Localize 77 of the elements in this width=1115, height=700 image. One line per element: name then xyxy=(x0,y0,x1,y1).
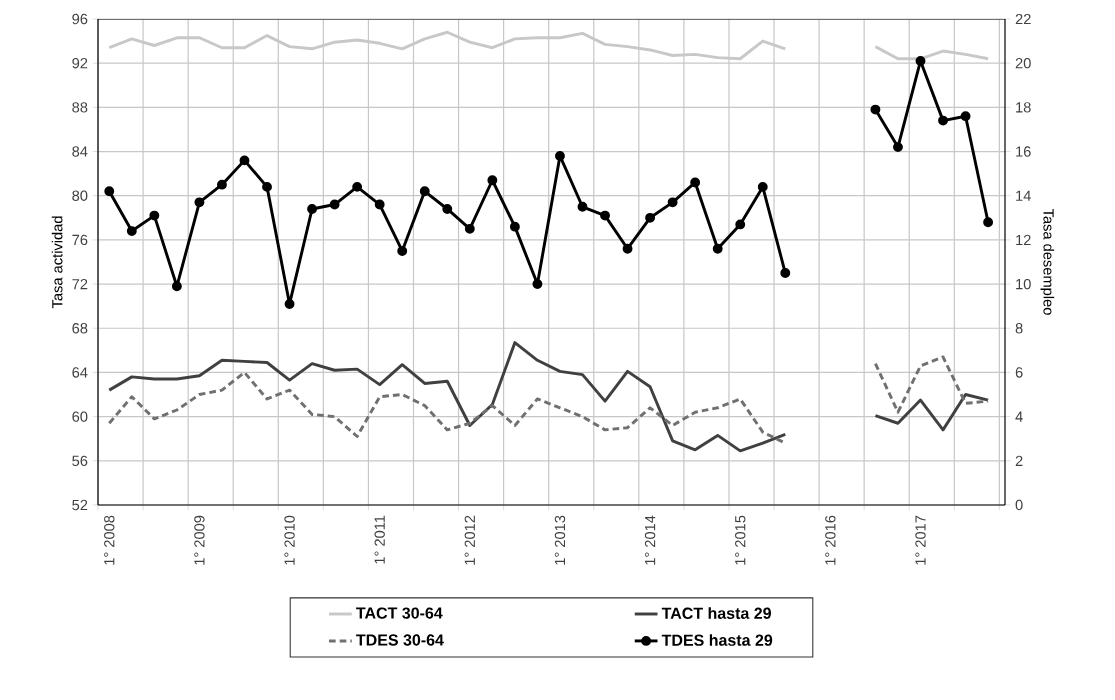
y2-tick-label: 0 xyxy=(1015,499,1023,511)
point xyxy=(374,199,385,210)
point xyxy=(983,217,994,228)
x-tick-label: 1° 2010 xyxy=(284,515,295,565)
x-tick-label: 1° 2013 xyxy=(554,515,566,565)
y2-axis-title: Tasa desempleo xyxy=(1040,208,1055,315)
legend-label: TDES 30-64 xyxy=(356,634,444,646)
y2-tick-label: 14 xyxy=(1016,190,1031,201)
point xyxy=(938,115,948,126)
y2-tick-label: 8 xyxy=(1015,323,1023,334)
point xyxy=(352,181,363,192)
y2-tick-label: 2 xyxy=(1015,455,1023,466)
x-tick-label: 1° 2009 xyxy=(194,515,205,565)
y-tick-label: 88 xyxy=(72,102,88,113)
point xyxy=(915,56,926,66)
point xyxy=(104,186,115,197)
point xyxy=(893,142,903,153)
y2-tick-label: 10 xyxy=(1016,278,1031,290)
y-tick-label: 68 xyxy=(72,323,88,334)
y-axis-title: Tasa actividad xyxy=(51,216,63,309)
y2-tick-label: 22 xyxy=(1015,13,1031,25)
y-tick-label: 80 xyxy=(72,190,88,201)
point xyxy=(960,111,971,122)
y-tick-label: 84 xyxy=(72,146,88,157)
y2-tick-label: 6 xyxy=(1015,367,1023,378)
point xyxy=(509,221,520,232)
x-tick-label: 1° 2016 xyxy=(825,515,836,565)
point xyxy=(419,186,430,197)
x-tick-label: 1° 2015 xyxy=(735,515,746,565)
y2-tick-label: 4 xyxy=(1015,411,1023,422)
y-tick-label: 76 xyxy=(72,234,88,246)
point xyxy=(532,279,543,290)
point xyxy=(870,104,881,115)
point xyxy=(262,181,272,192)
legend-label: TACT 30-64 xyxy=(356,607,443,619)
point xyxy=(690,177,701,188)
point xyxy=(217,179,227,190)
x-tick-label: 1° 2014 xyxy=(644,515,656,565)
point xyxy=(577,201,588,212)
x-tick-label: 1° 2008 xyxy=(104,515,115,565)
point xyxy=(149,210,160,221)
y-tick-label: 52 xyxy=(72,499,88,511)
point xyxy=(442,204,453,214)
x-tick-label: 1° 2012 xyxy=(464,515,476,565)
x-tick-label: 1° 2011 xyxy=(374,515,385,564)
point xyxy=(194,197,205,208)
point xyxy=(622,243,633,254)
y-tick-label: 96 xyxy=(72,13,88,25)
y-tick-label: 64 xyxy=(72,367,88,378)
point xyxy=(329,199,340,210)
x-tick-label: 1° 2017 xyxy=(915,515,926,565)
point xyxy=(171,281,182,292)
point xyxy=(757,181,768,192)
point xyxy=(307,204,318,214)
point xyxy=(239,155,250,166)
y-tick-label: 56 xyxy=(72,455,88,466)
point xyxy=(667,197,678,208)
point xyxy=(780,268,791,278)
y-tick-label: 60 xyxy=(72,411,88,422)
y2-tick-label: 18 xyxy=(1016,102,1031,113)
point xyxy=(555,151,565,161)
point xyxy=(600,210,610,221)
y2-tick-label: 20 xyxy=(1015,58,1031,69)
point xyxy=(126,226,137,236)
point xyxy=(487,175,498,186)
point xyxy=(645,212,656,223)
point xyxy=(712,243,723,254)
y-tick-label: 72 xyxy=(72,278,88,290)
legend-label: TACT hasta 29 xyxy=(661,607,771,619)
y2-tick-label: 16 xyxy=(1016,146,1031,157)
y-tick-label: 92 xyxy=(72,58,88,69)
point xyxy=(464,223,475,234)
y2-tick-label: 12 xyxy=(1016,234,1031,246)
point xyxy=(397,246,408,256)
point xyxy=(284,299,295,309)
point xyxy=(735,219,746,230)
legend-label: TDES hasta 29 xyxy=(661,634,773,646)
